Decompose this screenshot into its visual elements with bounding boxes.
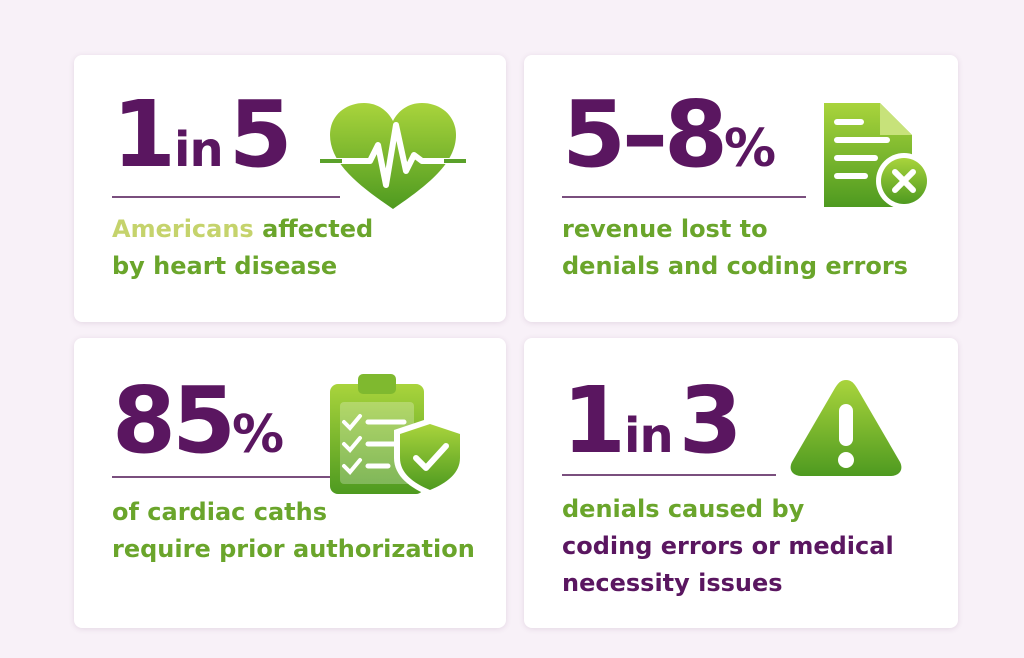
divider bbox=[112, 196, 340, 198]
description: revenue lost to denials and coding error… bbox=[562, 211, 908, 285]
description-line: revenue lost to bbox=[562, 211, 908, 248]
stat-number: 1 bbox=[562, 367, 626, 474]
stat-word: in bbox=[624, 408, 674, 464]
description-line: denials caused by bbox=[562, 491, 894, 528]
divider bbox=[562, 474, 776, 476]
stat-card: 85% of cardiac caths require prior autho… bbox=[74, 338, 506, 628]
text: necessity issues bbox=[562, 569, 783, 597]
stat-card: 5–8% revenue lost to denials and coding … bbox=[524, 55, 958, 322]
text: require prior authorization bbox=[112, 535, 475, 563]
heart-icon bbox=[320, 103, 466, 209]
stat-card: 1in3 denials caused by coding errors or … bbox=[524, 338, 958, 628]
description-line: by heart disease bbox=[112, 248, 373, 285]
divider bbox=[562, 196, 806, 198]
text: denials caused by bbox=[562, 495, 805, 523]
description-line: coding errors or medical bbox=[562, 528, 894, 565]
stat-number: 1 bbox=[112, 81, 176, 188]
stat-word: in bbox=[174, 122, 224, 178]
stat: 85% bbox=[112, 375, 284, 467]
description-line: denials and coding errors bbox=[562, 248, 908, 285]
description: denials caused by coding errors or medic… bbox=[562, 491, 894, 602]
stat-number: 5–8 bbox=[562, 81, 728, 188]
stat: 5–8% bbox=[562, 89, 776, 181]
warning-icon bbox=[790, 380, 902, 476]
description: of cardiac caths require prior authoriza… bbox=[112, 494, 475, 568]
stat-card: 1in5 Americans affected by heart disease bbox=[74, 55, 506, 322]
description-line: necessity issues bbox=[562, 565, 894, 602]
document-icon bbox=[824, 103, 932, 209]
stat: 1in3 bbox=[562, 375, 743, 467]
stat-unit: % bbox=[232, 405, 285, 465]
clipboard-icon bbox=[330, 374, 466, 496]
stat-number: 5 bbox=[228, 81, 293, 188]
description-line: require prior authorization bbox=[112, 531, 475, 568]
text: coding errors or medical bbox=[562, 532, 894, 560]
divider bbox=[112, 476, 340, 478]
stat: 1in5 bbox=[112, 89, 293, 181]
text: Americans bbox=[112, 215, 254, 243]
stat-number: 85 bbox=[112, 367, 236, 474]
description-line: Americans affected bbox=[112, 211, 373, 248]
stat-number: 3 bbox=[678, 367, 743, 474]
text: revenue lost to bbox=[562, 215, 768, 243]
description: Americans affected by heart disease bbox=[112, 211, 373, 285]
text: denials and coding errors bbox=[562, 252, 908, 280]
text: affected bbox=[262, 215, 374, 243]
description-line: of cardiac caths bbox=[112, 494, 475, 531]
text: by heart disease bbox=[112, 252, 338, 280]
stat-unit: % bbox=[724, 119, 777, 179]
text: of cardiac caths bbox=[112, 498, 327, 526]
